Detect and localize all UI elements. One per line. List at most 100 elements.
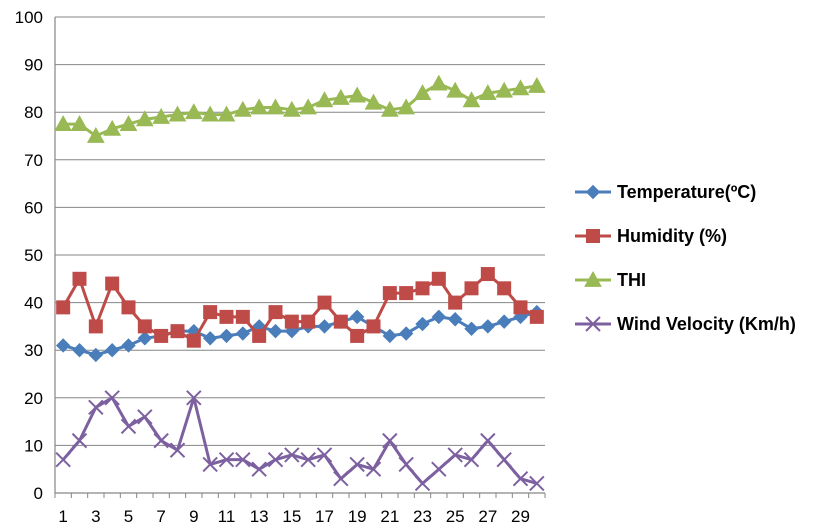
data-point (55, 451, 71, 468)
data-point (399, 286, 414, 301)
data-point (415, 316, 430, 332)
x-marker-stroke (120, 418, 137, 435)
y-tick-label: 30 (24, 341, 43, 360)
data-point (104, 390, 120, 406)
legend-label: THI (617, 270, 646, 290)
data-point (464, 321, 479, 336)
y-tick-label: 100 (15, 8, 43, 27)
data-point (511, 79, 530, 96)
data-point (350, 328, 365, 343)
series-line (62, 396, 538, 485)
x-marker-stroke (186, 390, 202, 406)
x-marker-stroke (218, 451, 235, 468)
legend-entry: THI (575, 270, 646, 290)
data-point (496, 314, 512, 329)
data-point (431, 271, 446, 286)
data-point (137, 331, 153, 346)
data-point (184, 103, 203, 120)
data-point (382, 432, 398, 449)
data-point (105, 276, 120, 291)
data-point (56, 300, 71, 315)
data-point (349, 456, 365, 473)
x-tick-label: 13 (250, 507, 269, 526)
data-point (169, 442, 186, 458)
x-marker-stroke (431, 461, 447, 477)
x-marker-stroke (71, 432, 88, 449)
data-point (170, 324, 185, 339)
data-point (512, 471, 529, 487)
y-tick-label: 70 (24, 151, 43, 170)
data-point (268, 323, 283, 339)
x-marker-stroke (480, 432, 496, 449)
data-point (186, 390, 202, 406)
data-point (72, 342, 87, 358)
x-tick-label: 27 (478, 507, 497, 526)
data-point (104, 342, 120, 358)
x-marker-stroke (88, 399, 104, 416)
data-point (315, 91, 334, 108)
y-tick-label: 0 (34, 484, 43, 503)
data-point (495, 81, 514, 98)
x-tick-label: 17 (315, 507, 334, 526)
x-tick-label: 7 (156, 507, 165, 526)
data-point (480, 267, 495, 282)
x-marker-stroke (202, 456, 218, 473)
legend-entry: Wind Velocity (Km/h) (575, 314, 796, 334)
data-point (349, 309, 365, 325)
y-tick-label: 90 (24, 56, 43, 75)
data-point (316, 447, 333, 463)
data-point (398, 326, 414, 341)
data-point (448, 295, 463, 310)
data-point (364, 93, 383, 110)
data-point (202, 331, 218, 346)
data-point (317, 295, 332, 310)
data-point (55, 338, 71, 353)
data-point (250, 98, 269, 115)
y-tick-label: 80 (24, 103, 43, 122)
series-1 (56, 267, 544, 348)
legend: Temperature(ºC) Humidity (%) THI Wind Veloc… (575, 182, 796, 334)
plot-area (54, 74, 546, 492)
x-tick-label: 3 (91, 507, 100, 526)
x-marker-stroke (55, 451, 71, 468)
data-point (137, 409, 153, 425)
data-point (333, 471, 349, 487)
data-point (446, 81, 465, 98)
x-marker-stroke (447, 447, 463, 463)
legend-marker (584, 270, 602, 287)
data-point (54, 115, 73, 131)
data-point (398, 456, 414, 473)
legend-entry: Temperature(ºC) (575, 182, 756, 202)
x-tick-label: 15 (282, 507, 301, 526)
data-point (366, 319, 381, 334)
x-marker-stroke (267, 451, 284, 468)
x-marker-stroke (251, 461, 267, 477)
data-point (299, 98, 318, 115)
data-point (235, 451, 251, 468)
data-point (168, 105, 187, 122)
y-tick-label: 40 (24, 294, 43, 313)
data-point (251, 461, 267, 477)
data-point (380, 100, 399, 117)
data-point (464, 281, 479, 296)
data-point (121, 338, 136, 353)
data-point (463, 451, 480, 468)
data-point (480, 319, 496, 334)
data-point (284, 447, 300, 463)
data-point (88, 347, 104, 363)
legend-label: Temperature(ºC) (617, 182, 756, 202)
x-tick-label: 21 (380, 507, 399, 526)
data-point (201, 105, 220, 122)
x-tick-label: 9 (189, 507, 198, 526)
data-point (88, 399, 104, 416)
data-point (186, 333, 201, 348)
data-point (70, 115, 89, 131)
data-point (529, 309, 544, 324)
data-point (120, 418, 137, 435)
data-point (478, 84, 497, 101)
data-point (137, 319, 152, 334)
data-point (235, 326, 251, 341)
data-point (72, 271, 87, 286)
data-point (218, 451, 235, 468)
